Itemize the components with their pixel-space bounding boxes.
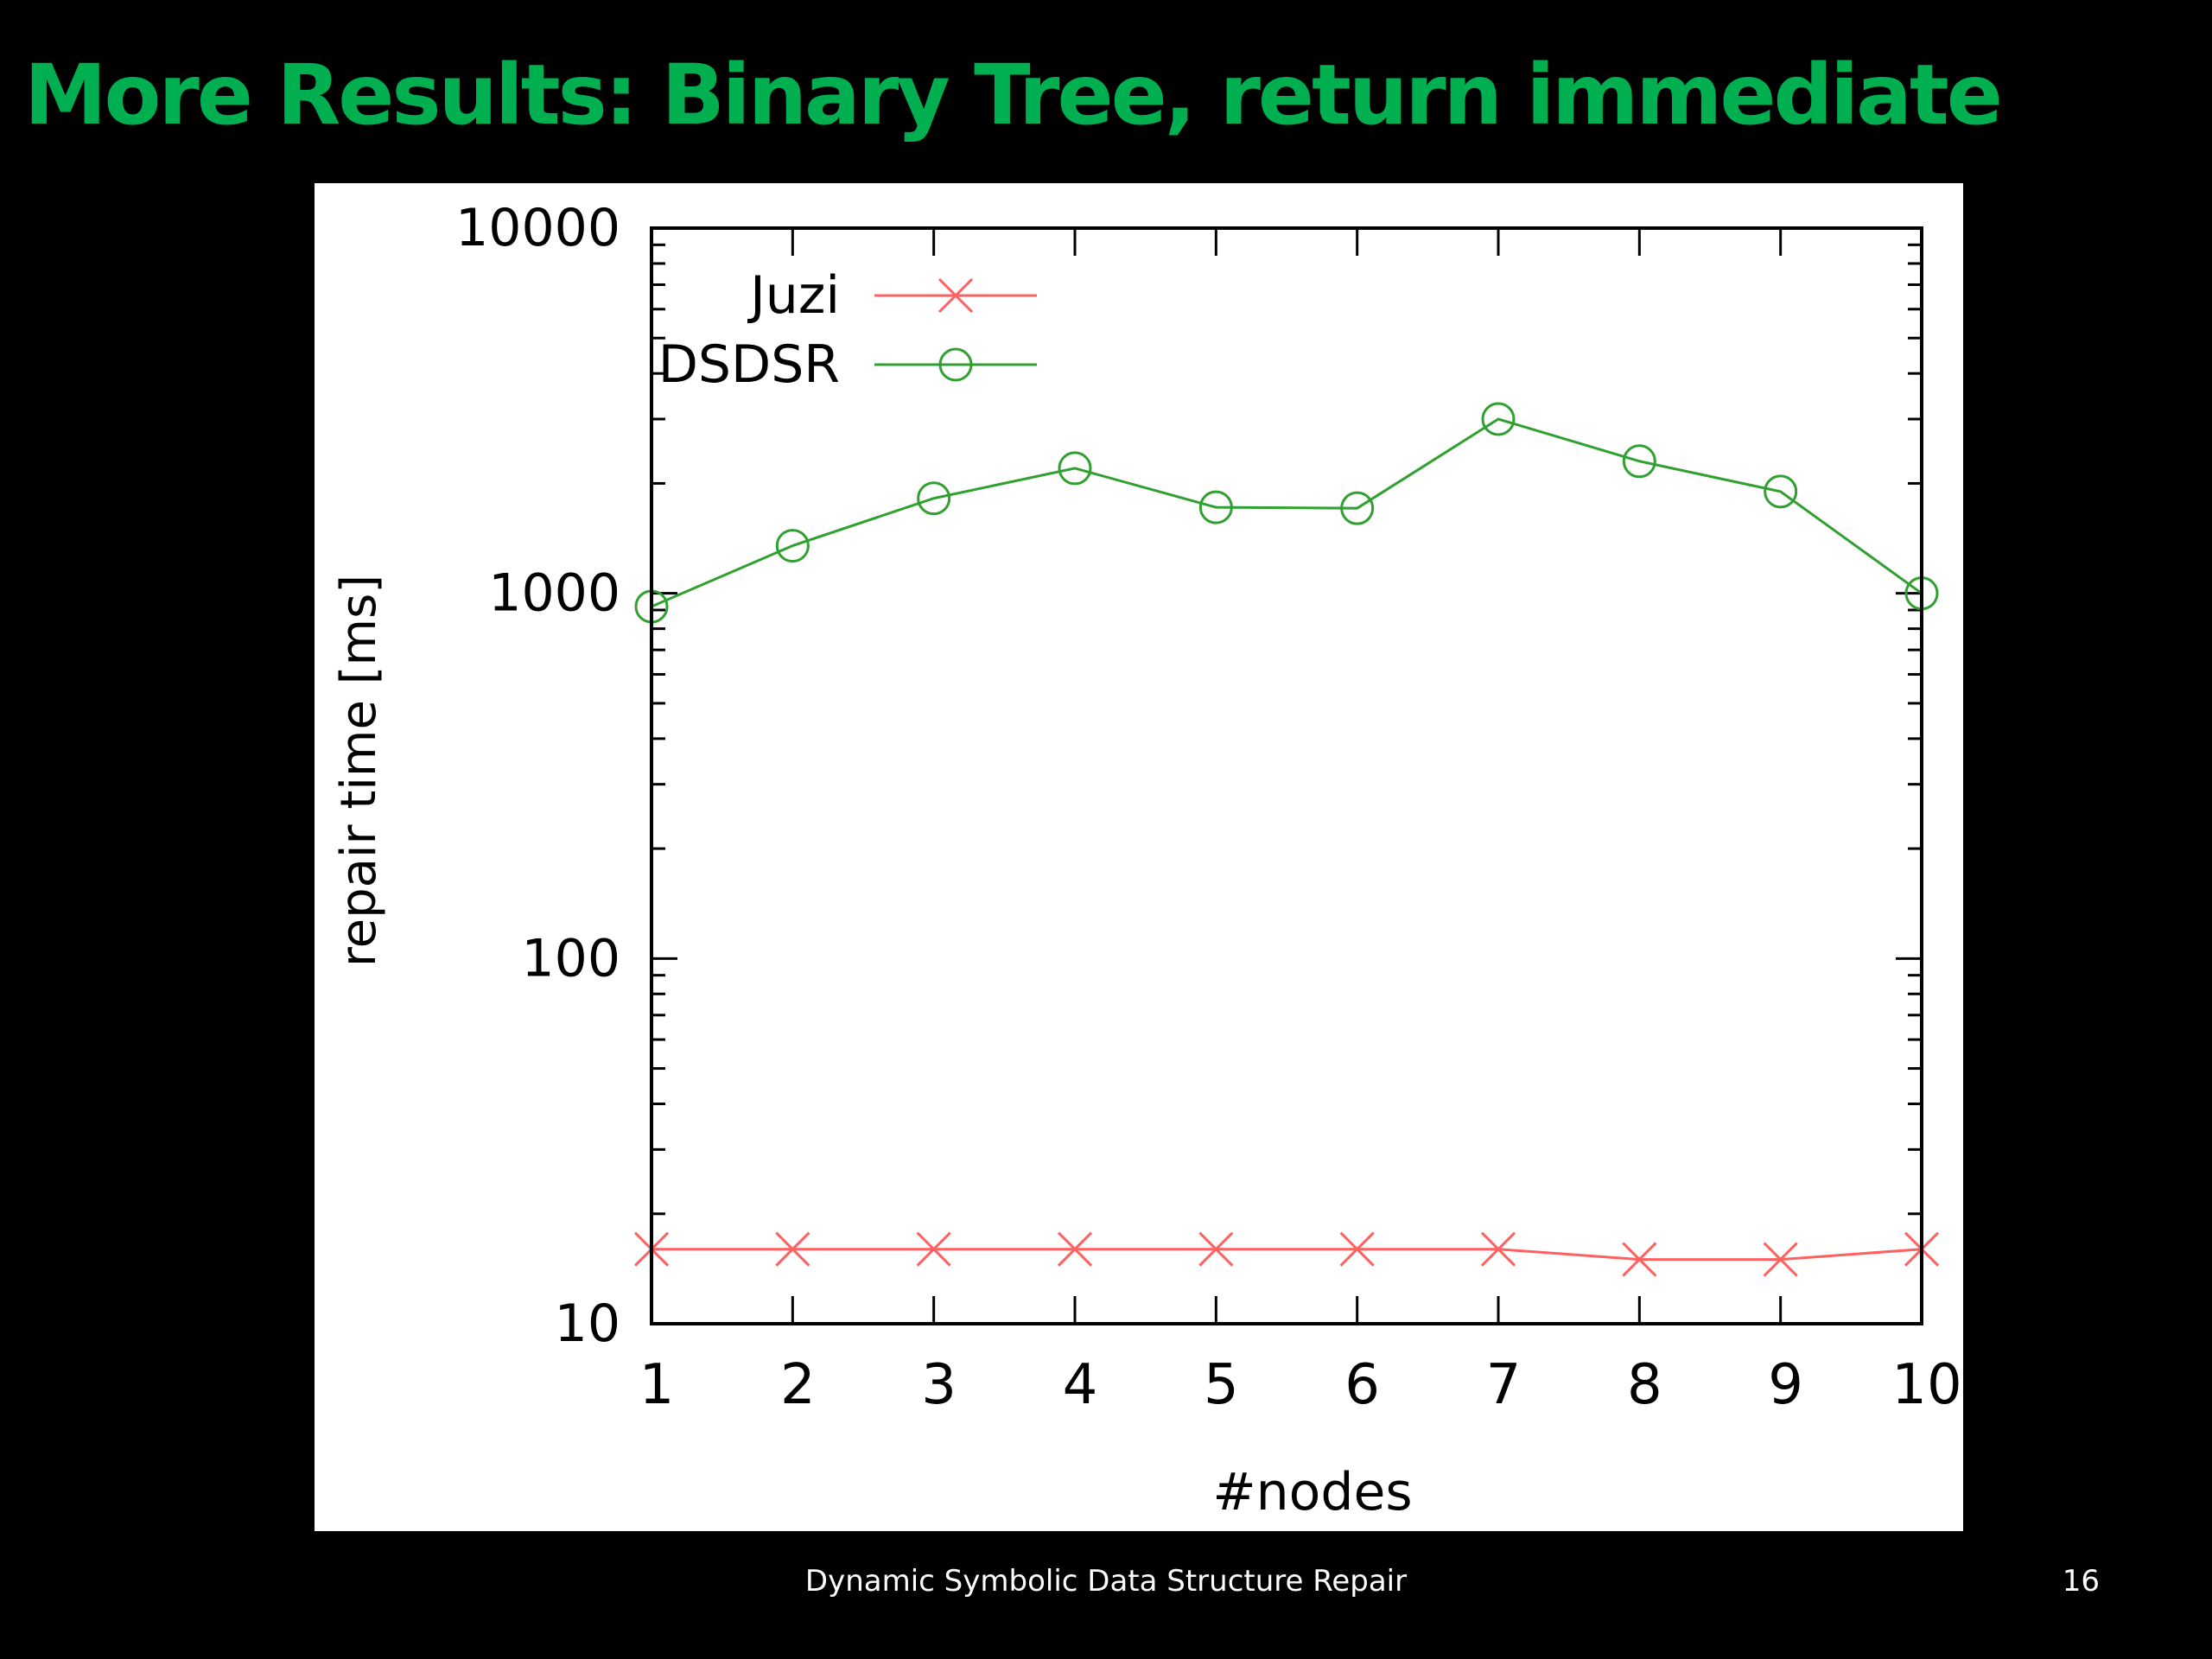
line-chart: 10 100 1000 10000 1 2 3 4 5 6 7 8 9 10 repair time [m…: [315, 183, 1963, 1531]
slide-title: More Results: Binary Tree, return immedi…: [24, 54, 2000, 137]
x-tick-label: 7: [1486, 1353, 1522, 1417]
x-tick-label: 8: [1627, 1353, 1662, 1417]
x-tick-label: 1: [639, 1353, 675, 1417]
x-axis-label: #nodes: [1212, 1462, 1412, 1522]
series-line-dsdsr: [652, 419, 1922, 607]
series-group: [635, 404, 1938, 1276]
legend-label: Juzi: [747, 265, 840, 326]
axis-ticks: [652, 228, 1922, 1324]
series-line-juzi: [652, 1249, 1922, 1260]
y-tick-label: 10000: [455, 198, 620, 258]
y-tick-label: 1000: [488, 563, 620, 624]
x-tick-label: 10: [1891, 1353, 1961, 1417]
y-axis-label: repair time [ms]: [331, 575, 387, 967]
legend-label: DSDSR: [658, 334, 840, 395]
x-tick-label: 4: [1063, 1353, 1098, 1417]
footer-text: Dynamic Symbolic Data Structure Repair: [0, 1564, 2212, 1599]
x-tick-label: 9: [1768, 1353, 1803, 1417]
y-tick-label: 10: [555, 1294, 620, 1354]
legend: Juzi DSDSR: [658, 265, 1037, 395]
chart-panel: 10 100 1000 10000 1 2 3 4 5 6 7 8 9 10 repair time [m…: [315, 183, 1963, 1531]
x-tick-label: 5: [1204, 1353, 1239, 1417]
x-tick-label: 6: [1344, 1353, 1380, 1417]
plot-frame: [652, 228, 1922, 1324]
x-tick-label: 3: [921, 1353, 957, 1417]
page-number: 16: [2013, 1564, 2100, 1599]
y-tick-label: 100: [521, 928, 620, 988]
x-tick-label: 2: [780, 1353, 816, 1417]
